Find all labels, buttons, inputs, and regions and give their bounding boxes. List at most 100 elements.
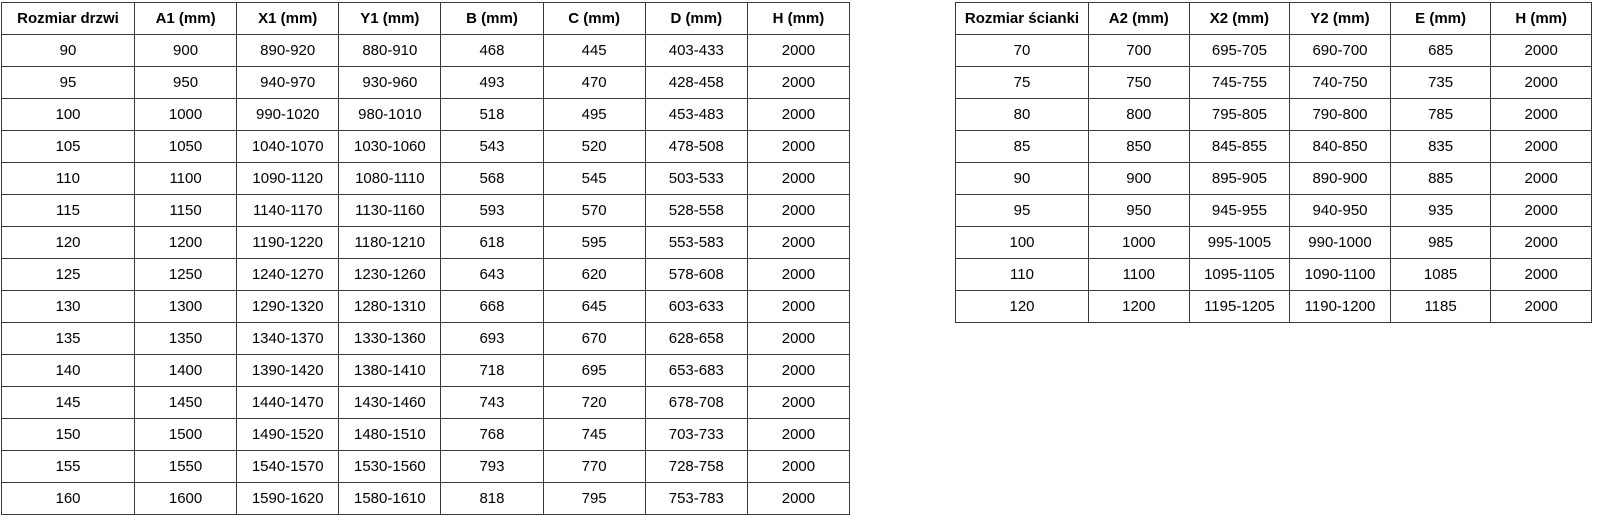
table-cell: 2000 bbox=[746, 194, 851, 227]
table-cell: 568 bbox=[440, 162, 544, 195]
table-cell: 403-433 bbox=[644, 34, 748, 67]
table-cell: 745-755 bbox=[1188, 66, 1291, 99]
table-cell: 850 bbox=[1088, 130, 1190, 163]
table-cell: 620 bbox=[542, 258, 646, 291]
table-cell: 653-683 bbox=[644, 354, 748, 387]
table-cell: 1250 bbox=[133, 258, 238, 291]
table-cell: 743 bbox=[440, 386, 544, 419]
table-cell: 1500 bbox=[133, 418, 238, 451]
table-cell: 520 bbox=[542, 130, 646, 163]
table-cell: 2000 bbox=[746, 98, 851, 131]
table-cell: 770 bbox=[542, 450, 646, 483]
table-cell: 720 bbox=[542, 386, 646, 419]
table-cell: 1280-1310 bbox=[338, 290, 442, 323]
table-row: 130 1300 1290-1320 1280-1310 668 645 603-633 20… bbox=[1, 290, 851, 323]
table-cell: 690-700 bbox=[1289, 34, 1391, 67]
table-row: 85 850 845-855 840-850 835 2000 bbox=[955, 130, 1592, 163]
table-cell: 1000 bbox=[1088, 226, 1190, 259]
column-header: X2 (mm) bbox=[1188, 2, 1291, 35]
table-cell: 2000 bbox=[746, 34, 851, 67]
table-cell: 1080-1110 bbox=[338, 162, 442, 195]
table-cell: 145 bbox=[1, 386, 135, 419]
table-cell: 695 bbox=[542, 354, 646, 387]
table-cell: 940-970 bbox=[236, 66, 340, 99]
table-row: 100 1000 995-1005 990-1000 985 2000 bbox=[955, 226, 1592, 259]
table-header-row: Rozmiar ścianki A2 (mm) X2 (mm) Y2 (mm) E (m… bbox=[955, 2, 1592, 35]
table-cell: 985 bbox=[1389, 226, 1492, 259]
table-cell: 618 bbox=[440, 226, 544, 259]
table-cell: 685 bbox=[1389, 34, 1492, 67]
table-cell: 735 bbox=[1389, 66, 1492, 99]
table-cell: 1195-1205 bbox=[1188, 290, 1291, 323]
table-cell: 2000 bbox=[746, 162, 851, 195]
table-cell: 995-1005 bbox=[1188, 226, 1291, 259]
table-cell: 1030-1060 bbox=[338, 130, 442, 163]
table-row: 95 950 940-970 930-960 493 470 428-458 2000 bbox=[1, 66, 851, 99]
table-cell: 950 bbox=[1088, 194, 1190, 227]
table-cell: 890-920 bbox=[236, 34, 340, 67]
table-cell: 880-910 bbox=[338, 34, 442, 67]
table-cell: 1090-1100 bbox=[1289, 258, 1391, 291]
column-header: Y1 (mm) bbox=[338, 2, 442, 35]
table-row: 110 1100 1090-1120 1080-1110 568 545 503-533 20… bbox=[1, 162, 851, 195]
table-cell: 478-508 bbox=[644, 130, 748, 163]
column-header: E (mm) bbox=[1389, 2, 1492, 35]
table-cell: 678-708 bbox=[644, 386, 748, 419]
table-row: 135 1350 1340-1370 1330-1360 693 670 628-658 20… bbox=[1, 322, 851, 355]
door-sizes-table: Rozmiar drzwi A1 (mm) X1 (mm) Y1 (mm) B (mm)… bbox=[1, 2, 851, 515]
table-cell: 110 bbox=[955, 258, 1089, 291]
table-cell: 1200 bbox=[1088, 290, 1190, 323]
column-header: X1 (mm) bbox=[236, 2, 340, 35]
table-cell: 628-658 bbox=[644, 322, 748, 355]
table-cell: 90 bbox=[1, 34, 135, 67]
table-row: 120 1200 1195-1205 1190-1200 1185 2000 bbox=[955, 290, 1592, 323]
table-cell: 945-955 bbox=[1188, 194, 1291, 227]
table-cell: 703-733 bbox=[644, 418, 748, 451]
table-cell: 2000 bbox=[1490, 258, 1592, 291]
table-cell: 2000 bbox=[746, 322, 851, 355]
table-cell: 445 bbox=[542, 34, 646, 67]
table-cell: 1540-1570 bbox=[236, 450, 340, 483]
table-cell: 2000 bbox=[746, 258, 851, 291]
table-cell: 768 bbox=[440, 418, 544, 451]
table-cell: 470 bbox=[542, 66, 646, 99]
table-cell: 503-533 bbox=[644, 162, 748, 195]
table-cell: 1590-1620 bbox=[236, 482, 340, 515]
table-cell: 728-758 bbox=[644, 450, 748, 483]
table-cell: 125 bbox=[1, 258, 135, 291]
table-cell: 795-805 bbox=[1188, 98, 1291, 131]
table-cell: 130 bbox=[1, 290, 135, 323]
table-cell: 1550 bbox=[133, 450, 238, 483]
table-cell: 935 bbox=[1389, 194, 1492, 227]
table-cell: 2000 bbox=[746, 386, 851, 419]
table-cell: 1350 bbox=[133, 322, 238, 355]
table-cell: 545 bbox=[542, 162, 646, 195]
column-header: B (mm) bbox=[440, 2, 544, 35]
table-cell: 1290-1320 bbox=[236, 290, 340, 323]
column-header: Rozmiar ścianki bbox=[955, 2, 1089, 35]
table-cell: 120 bbox=[1, 226, 135, 259]
table-row: 70 700 695-705 690-700 685 2000 bbox=[955, 34, 1592, 67]
column-header: C (mm) bbox=[542, 2, 646, 35]
table-header-row: Rozmiar drzwi A1 (mm) X1 (mm) Y1 (mm) B (mm)… bbox=[1, 2, 851, 35]
table-cell: 90 bbox=[955, 162, 1089, 195]
table-cell: 2000 bbox=[746, 66, 851, 99]
table-row: 150 1500 1490-1520 1480-1510 768 745 703-733 20… bbox=[1, 418, 851, 451]
table-row: 90 900 890-920 880-910 468 445 403-433 2000 bbox=[1, 34, 851, 67]
table-cell: 1100 bbox=[133, 162, 238, 195]
table-cell: 1330-1360 bbox=[338, 322, 442, 355]
table-cell: 885 bbox=[1389, 162, 1492, 195]
table-cell: 900 bbox=[133, 34, 238, 67]
table-cell: 800 bbox=[1088, 98, 1190, 131]
table-cell: 1400 bbox=[133, 354, 238, 387]
table-cell: 900 bbox=[1088, 162, 1190, 195]
table-cell: 95 bbox=[1, 66, 135, 99]
table-cell: 745 bbox=[542, 418, 646, 451]
table-row: 80 800 795-805 790-800 785 2000 bbox=[955, 98, 1592, 131]
table-cell: 643 bbox=[440, 258, 544, 291]
table-cell: 1390-1420 bbox=[236, 354, 340, 387]
column-header: Y2 (mm) bbox=[1289, 2, 1391, 35]
table-cell: 100 bbox=[955, 226, 1089, 259]
table-cell: 1150 bbox=[133, 194, 238, 227]
